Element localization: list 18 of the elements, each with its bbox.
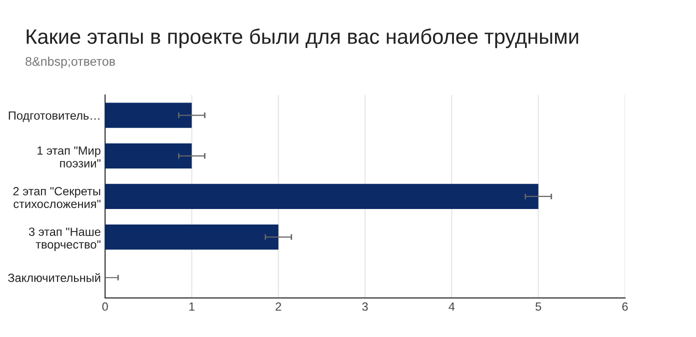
x-tick-label: 4: [448, 302, 455, 311]
bar: [105, 102, 192, 128]
bar: [105, 143, 192, 168]
x-tick-label: 0: [102, 302, 108, 311]
x-tick-label: 6: [622, 302, 628, 311]
y-tick-label: 3 этап "Наше творчество": [28, 228, 100, 251]
chart-title: Какие этапы в проекте были для вас наиболее трудными: [26, 28, 578, 48]
x-tick-label: 1: [189, 302, 194, 311]
chart-subtitle: 8&nbsp;ответов: [26, 56, 115, 68]
x-tick-label: 3: [362, 302, 368, 311]
x-tick-label: 2: [276, 302, 282, 311]
bar: [105, 224, 278, 250]
y-tick-label: Подготовитель…: [8, 111, 100, 122]
x-tick-label: 5: [536, 302, 542, 311]
y-tick-label: 1 этап "Мир поэзии": [38, 146, 100, 168]
y-tick-label: Заключительный: [8, 273, 100, 282]
y-tick-label: 2 этап "Секреты стихосложения": [13, 187, 100, 208]
bar: [105, 184, 538, 210]
